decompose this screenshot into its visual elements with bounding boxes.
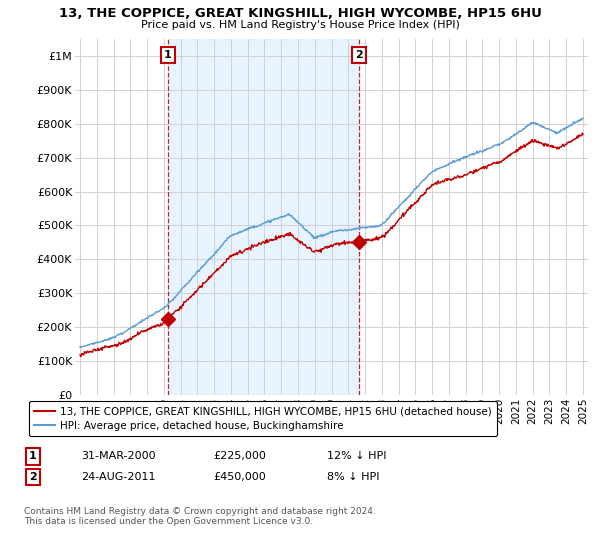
Text: 2: 2 bbox=[29, 472, 37, 482]
Bar bbox=[168, 39, 359, 395]
Text: 2: 2 bbox=[355, 50, 363, 60]
Text: £450,000: £450,000 bbox=[213, 472, 266, 482]
Text: 24-AUG-2011: 24-AUG-2011 bbox=[81, 472, 155, 482]
Text: 13, THE COPPICE, GREAT KINGSHILL, HIGH WYCOMBE, HP15 6HU: 13, THE COPPICE, GREAT KINGSHILL, HIGH W… bbox=[59, 7, 541, 20]
Legend: 13, THE COPPICE, GREAT KINGSHILL, HIGH WYCOMBE, HP15 6HU (detached house), HPI: : 13, THE COPPICE, GREAT KINGSHILL, HIGH W… bbox=[29, 401, 497, 436]
Text: 12% ↓ HPI: 12% ↓ HPI bbox=[327, 451, 386, 461]
Text: Contains HM Land Registry data © Crown copyright and database right 2024.
This d: Contains HM Land Registry data © Crown c… bbox=[24, 507, 376, 526]
Text: 31-MAR-2000: 31-MAR-2000 bbox=[81, 451, 155, 461]
Text: £225,000: £225,000 bbox=[213, 451, 266, 461]
Text: 8% ↓ HPI: 8% ↓ HPI bbox=[327, 472, 380, 482]
Text: 1: 1 bbox=[29, 451, 37, 461]
Text: 1: 1 bbox=[164, 50, 172, 60]
Text: Price paid vs. HM Land Registry's House Price Index (HPI): Price paid vs. HM Land Registry's House … bbox=[140, 20, 460, 30]
